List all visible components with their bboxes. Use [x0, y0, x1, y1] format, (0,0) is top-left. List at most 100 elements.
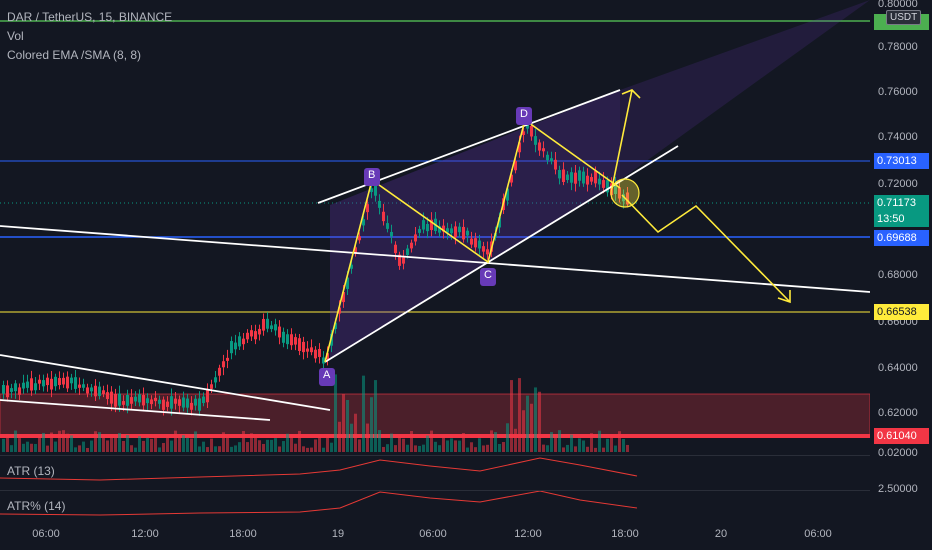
time-tick: 06:00: [804, 528, 832, 540]
candle-body: [42, 380, 45, 387]
volume-bar: [226, 434, 229, 452]
volume-bar: [58, 430, 61, 452]
volume-bar: [98, 432, 101, 452]
volume-bar: [550, 432, 553, 452]
candle-body: [438, 226, 441, 233]
candle-body: [202, 396, 205, 404]
candle-body: [150, 399, 153, 405]
volume-bar: [222, 432, 225, 452]
volume-bar: [498, 443, 501, 452]
volume-bar: [382, 446, 385, 452]
price-label-red: 0.61040: [874, 428, 929, 444]
price-label-resistance: 0.73013: [874, 153, 929, 169]
countdown-label: 13:50: [874, 211, 929, 227]
volume-bar: [62, 430, 65, 452]
volume-bar: [482, 445, 485, 452]
candle-body: [294, 337, 297, 345]
volume-bar: [586, 446, 589, 452]
candle-body: [374, 183, 377, 196]
candle-body: [586, 175, 589, 185]
price-tick: 0.72000: [878, 178, 918, 190]
candle-body: [566, 174, 569, 181]
price-axis[interactable]: [870, 0, 932, 550]
candle-body: [34, 383, 37, 391]
currency-button[interactable]: USDT: [886, 10, 922, 25]
pattern-marker-b: [364, 168, 380, 186]
volume-bar: [330, 442, 333, 452]
candle-body: [346, 277, 349, 289]
symbol-title[interactable]: DAR / TetherUS, 15, BINANCE: [7, 10, 173, 24]
candle-body: [338, 307, 341, 314]
candle-body: [274, 324, 277, 331]
candle-body: [550, 158, 553, 162]
volume-bar: [426, 435, 429, 452]
abcd-pattern: [324, 118, 621, 363]
volume-bar: [626, 444, 629, 452]
atr-pct-line: [0, 490, 638, 516]
volume-bar: [42, 432, 45, 452]
volume-bar: [234, 445, 237, 452]
volume-bar: [254, 434, 257, 452]
candle-body: [578, 170, 581, 181]
price-label-current: 0.71173: [874, 195, 929, 211]
volume-bar: [34, 443, 37, 452]
candle-body: [370, 188, 373, 193]
candle-body: [366, 204, 369, 213]
candle-body: [538, 142, 541, 151]
candle-body: [182, 397, 185, 408]
candle-body: [594, 170, 597, 184]
candle-body: [246, 332, 249, 340]
candle-body: [410, 242, 413, 249]
candle-body: [262, 318, 265, 331]
atr-label[interactable]: ATR (13): [7, 464, 55, 478]
volume-bar: [118, 433, 121, 452]
volume-bar: [134, 447, 137, 452]
volume-bar: [614, 445, 617, 452]
candle-body: [350, 264, 353, 269]
pattern-label-d: D: [520, 108, 528, 120]
candle-body: [54, 376, 57, 387]
candle-body: [514, 160, 517, 171]
volume-bar: [302, 446, 305, 452]
volume-bar: [566, 444, 569, 452]
candle-body: [2, 384, 5, 394]
volume-bar: [270, 439, 273, 452]
candle-body: [358, 236, 361, 241]
volume-bar: [122, 440, 125, 452]
pane-divider-atr[interactable]: [0, 455, 870, 456]
candle-body: [138, 394, 141, 403]
volume-bar: [446, 440, 449, 452]
trendline-early-bottom: [0, 399, 271, 421]
volume-bar: [114, 435, 117, 452]
price-tick: 0.64000: [878, 362, 918, 374]
candle-body: [22, 382, 25, 389]
candle-body: [482, 246, 485, 252]
candle-body: [406, 248, 409, 256]
candle-body: [450, 228, 453, 234]
ema-indicator-label[interactable]: Colored EMA /SMA (8, 8): [7, 48, 142, 62]
candle-body: [342, 292, 345, 303]
pane-divider-atr-pct[interactable]: [0, 490, 870, 491]
volume-bar: [22, 443, 25, 452]
volume-bar: [210, 438, 213, 452]
volume-bar: [462, 433, 465, 452]
volume-bar: [66, 433, 69, 452]
candle-body: [542, 148, 545, 152]
volume-bar: [38, 436, 41, 452]
vol-indicator-label[interactable]: Vol: [7, 29, 24, 43]
atr-line: [0, 457, 638, 481]
candle-body: [442, 225, 445, 232]
candle-body: [206, 389, 209, 403]
candle-body: [354, 247, 357, 253]
trendline-early-top: [0, 354, 331, 411]
volume-bar: [534, 387, 537, 452]
volume-bar: [442, 434, 445, 452]
candle-body: [110, 391, 113, 404]
candle-body: [270, 325, 273, 330]
candle-body: [562, 169, 565, 182]
volume-bar: [82, 441, 85, 452]
atr-pct-label[interactable]: ATR% (14): [7, 499, 66, 513]
volume-bar: [310, 447, 313, 452]
volume-bar: [70, 435, 73, 452]
